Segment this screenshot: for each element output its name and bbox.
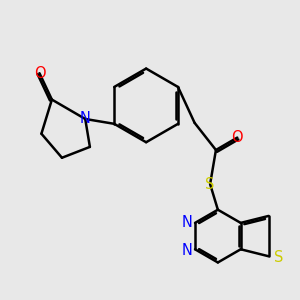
Text: O: O — [34, 66, 45, 81]
Text: O: O — [231, 130, 243, 145]
Text: S: S — [274, 250, 283, 265]
Text: S: S — [206, 177, 215, 192]
Text: N: N — [182, 243, 193, 258]
Text: N: N — [182, 214, 193, 230]
Text: N: N — [80, 112, 91, 127]
